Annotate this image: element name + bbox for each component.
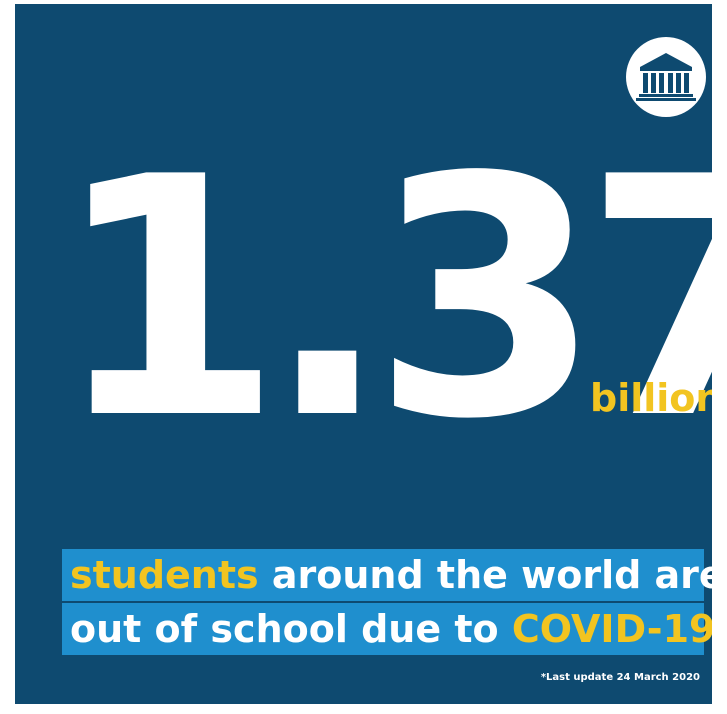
last-update-footnote: *Last update 24 March 2020: [540, 672, 700, 683]
infographic-panel: 1.37 billion students around the world a…: [15, 4, 712, 704]
caption-line-1-text: around the world are: [258, 553, 712, 597]
unesco-temple-icon: [636, 53, 696, 101]
caption-highlight-students: students: [70, 553, 259, 597]
caption-line-2: out of school due to COVID-19: [62, 603, 712, 655]
caption-highlight-covid: COVID-19: [511, 607, 712, 651]
unesco-logo: [626, 37, 706, 117]
headline-unit: billion: [590, 376, 712, 420]
caption-line-1: students around the world are: [62, 549, 712, 601]
caption-line-2-text: out of school due to: [70, 607, 512, 651]
headline-number: 1.37: [53, 107, 712, 491]
